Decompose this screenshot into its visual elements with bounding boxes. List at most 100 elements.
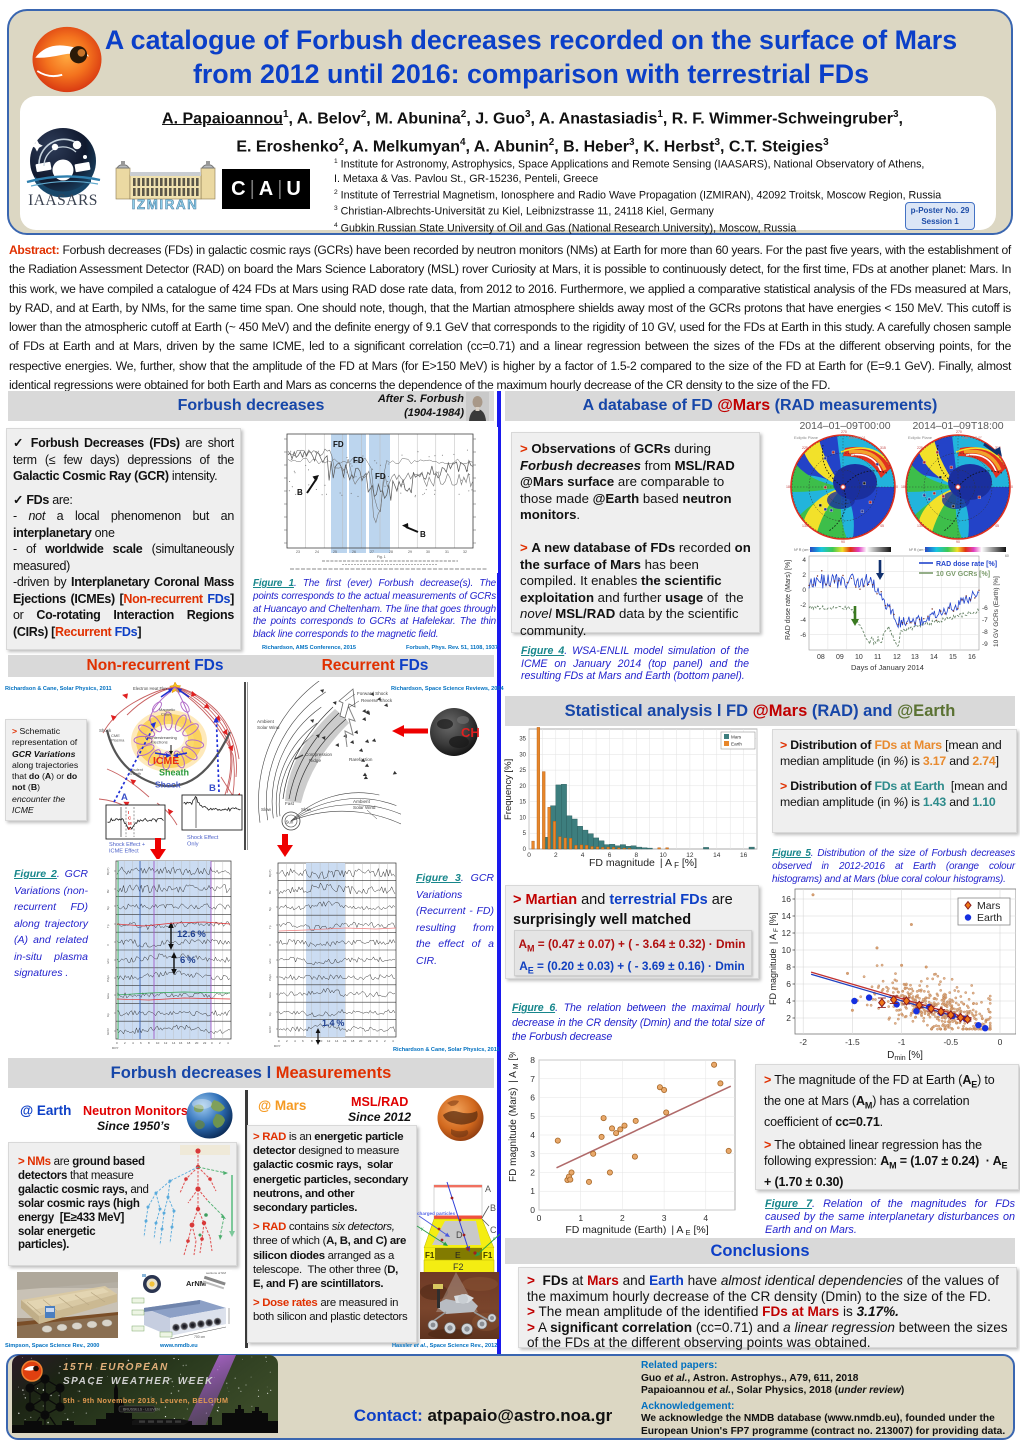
svg-text:B: B (297, 488, 303, 497)
svg-text:315: 315 (995, 446, 1001, 450)
svg-text:1: 1 (530, 1186, 535, 1196)
svg-text:8: 8 (786, 962, 791, 972)
svg-text:Electron Heat Flux: Electron Heat Flux (133, 686, 168, 691)
svg-text:A: A (121, 792, 128, 803)
svg-text:0: 0 (1011, 485, 1013, 489)
svg-text:Solar Wind: Solar Wind (257, 725, 280, 730)
svg-text:Mars: Mars (731, 735, 742, 740)
svg-text:270: 270 (841, 430, 847, 434)
svg-text:Pdyn: Pdyn (106, 975, 110, 982)
svg-text:90: 90 (841, 540, 845, 544)
svg-text:E: E (455, 1250, 461, 1260)
svg-text:γ: γ (421, 1226, 424, 1231)
svg-text:RAD dose rate (Mars) [%]: RAD dose rate (Mars) [%] (785, 560, 792, 640)
svg-text:ArNM: ArNM (186, 1279, 206, 1288)
svg-text:Plasma: Plasma (111, 738, 125, 743)
svg-text:Pdyn: Pdyn (268, 974, 272, 981)
svg-text:5: 5 (530, 1111, 535, 1121)
svg-text:22: 22 (368, 1039, 372, 1043)
svg-text:4: 4 (132, 1041, 134, 1045)
svg-text:30: 30 (426, 550, 430, 554)
svg-text:FD magnitude | A F [%]: FD magnitude | A F [%] (768, 913, 780, 1005)
svg-text:Electrons: Electrons (151, 740, 168, 745)
svg-text:4: 4 (227, 1041, 229, 1045)
svg-text:Magnetic: Magnetic (159, 707, 175, 712)
svg-text:20: 20 (359, 1039, 363, 1043)
svg-text:0: 0 (527, 852, 531, 859)
svg-text:0: 0 (530, 1205, 535, 1215)
svg-text:2: 2 (554, 852, 558, 859)
svg-text:90: 90 (956, 540, 960, 544)
svg-text:16: 16 (179, 1041, 183, 1045)
svg-text:0: 0 (802, 587, 806, 594)
svg-text:Shock Effect +: Shock Effect + (109, 842, 145, 848)
svg-text:14: 14 (713, 852, 721, 859)
svg-text:GCR: GCR (268, 1026, 272, 1034)
svg-text:19950101: 19950101 (848, 435, 867, 440)
svg-text:-6: -6 (982, 605, 988, 612)
svg-text:29: 29 (408, 550, 412, 554)
svg-text:10: 10 (319, 1039, 323, 1043)
svg-text:4: 4 (392, 1039, 394, 1043)
svg-text:12: 12 (164, 1041, 168, 1045)
svg-text:Sheath: Sheath (159, 768, 189, 778)
svg-text:CH: CH (461, 725, 480, 740)
svg-text:Kp: Kp (106, 1013, 110, 1017)
svg-text:DOY: DOY (274, 1044, 281, 1048)
svg-text:Np: Np (106, 906, 110, 910)
svg-text:A: A (485, 1184, 491, 1194)
svg-text:10: 10 (782, 945, 792, 955)
svg-text:sections of NM: sections of NM (206, 1271, 226, 1275)
svg-text:6: 6 (530, 1093, 535, 1103)
svg-text:Kp: Kp (268, 1012, 272, 1016)
svg-text:23: 23 (296, 550, 300, 554)
svg-text:N² R (cm⁻²): N² R (cm⁻²) (794, 548, 813, 552)
svg-text:Np: Np (268, 907, 272, 911)
svg-text:4: 4 (802, 557, 806, 564)
svg-text:RAD dose rate [%]: RAD dose rate [%] (936, 561, 997, 568)
svg-text:0: 0 (376, 1039, 378, 1043)
svg-text:6: 6 (608, 852, 612, 859)
svg-text:135: 135 (917, 524, 923, 528)
svg-text:30: 30 (519, 752, 526, 758)
svg-text:14: 14 (782, 911, 792, 921)
svg-text:15TH EUROPEAN: 15TH EUROPEAN (63, 1362, 169, 1373)
svg-text:35: 35 (519, 737, 526, 743)
svg-text:Earth: Earth (977, 912, 1002, 924)
svg-text:6: 6 (302, 1039, 304, 1043)
svg-text:ICME: ICME (153, 755, 179, 767)
svg-text:12: 12 (782, 928, 792, 938)
svg-text:16: 16 (343, 1039, 347, 1043)
svg-text:Shock Effect: Shock Effect (187, 835, 219, 841)
svg-text:0: 0 (116, 1041, 118, 1045)
svg-text:25: 25 (519, 768, 526, 774)
svg-text:Forward Shock: Forward Shock (357, 691, 389, 696)
svg-text:ICME Effect: ICME Effect (109, 849, 139, 854)
svg-text:-9: -9 (982, 641, 988, 648)
svg-text:0: 0 (211, 1041, 213, 1045)
svg-text:-2: -2 (800, 602, 806, 609)
svg-text:20: 20 (519, 784, 526, 790)
svg-text:18: 18 (351, 1039, 355, 1043)
svg-text:14: 14 (172, 1041, 176, 1045)
svg-text:FD: FD (353, 456, 364, 465)
svg-text:16: 16 (740, 852, 748, 859)
svg-text:IAASARS: IAASARS (28, 192, 98, 209)
svg-text:-0.5: -0.5 (943, 1037, 958, 1047)
svg-text:6: 6 (140, 1041, 142, 1045)
svg-text:6 %: 6 % (180, 955, 196, 966)
svg-text:14: 14 (930, 654, 938, 661)
svg-text:F2: F2 (453, 1262, 464, 1272)
svg-text:B(nT): B(nT) (268, 869, 272, 877)
svg-text:10: 10 (519, 815, 526, 821)
svg-text:12: 12 (327, 1039, 331, 1043)
svg-text:F1: F1 (425, 1251, 435, 1260)
svg-text:B: B (420, 530, 426, 539)
svg-text:2: 2 (620, 1213, 625, 1223)
svg-text:Ecliptic Plane: Ecliptic Plane (794, 435, 819, 440)
svg-text:Mars: Mars (977, 900, 1000, 912)
svg-text:25: 25 (333, 550, 337, 554)
svg-text:charged particles: charged particles (417, 1211, 455, 1216)
svg-text:FD: FD (375, 472, 386, 481)
svg-text:Frequency [%]: Frequency [%] (503, 759, 514, 820)
